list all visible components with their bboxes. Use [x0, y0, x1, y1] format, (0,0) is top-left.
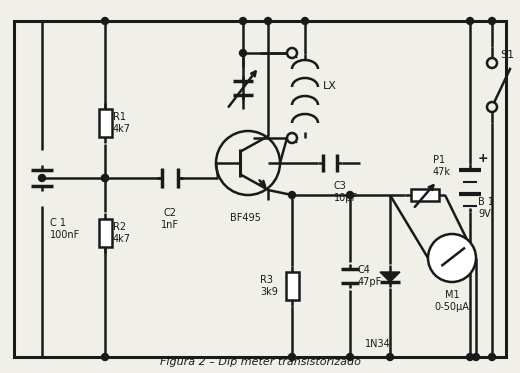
Circle shape: [289, 191, 295, 198]
Circle shape: [386, 354, 394, 360]
Text: C 1
100nF: C 1 100nF: [50, 218, 80, 239]
Text: M1
0-50μA: M1 0-50μA: [435, 290, 470, 311]
Circle shape: [346, 354, 354, 360]
Text: B 1
9V: B 1 9V: [478, 197, 494, 219]
Text: R1
4k7: R1 4k7: [113, 112, 131, 134]
Circle shape: [488, 354, 496, 360]
Polygon shape: [380, 272, 400, 282]
Text: C2
1nF: C2 1nF: [161, 208, 179, 230]
Text: BF495: BF495: [230, 213, 261, 223]
Circle shape: [287, 133, 297, 143]
Circle shape: [346, 191, 354, 198]
Circle shape: [473, 354, 479, 360]
Text: P1
47k: P1 47k: [433, 156, 451, 177]
Text: R2
4k7: R2 4k7: [113, 222, 131, 244]
Circle shape: [287, 48, 297, 58]
Circle shape: [101, 354, 109, 360]
Circle shape: [466, 354, 474, 360]
Text: 1N34: 1N34: [365, 339, 391, 349]
Circle shape: [488, 18, 496, 25]
Circle shape: [487, 58, 497, 68]
Circle shape: [240, 50, 246, 56]
Circle shape: [466, 18, 474, 25]
Circle shape: [101, 175, 109, 182]
Circle shape: [302, 18, 308, 25]
Text: C3
10pF: C3 10pF: [334, 181, 358, 203]
Text: +: +: [478, 151, 489, 164]
Bar: [411, 189, 439, 201]
Text: C4
47pF: C4 47pF: [358, 265, 382, 287]
Circle shape: [101, 175, 109, 182]
Circle shape: [428, 234, 476, 282]
Text: LX: LX: [323, 81, 337, 91]
Text: R3
3k9: R3 3k9: [260, 275, 278, 297]
Bar: [98, 219, 111, 247]
Circle shape: [240, 18, 246, 25]
Bar: [285, 272, 298, 300]
Circle shape: [289, 354, 295, 360]
Circle shape: [265, 18, 271, 25]
Text: Figura 2 – Dip meter transistorizado: Figura 2 – Dip meter transistorizado: [160, 357, 360, 367]
Circle shape: [101, 18, 109, 25]
Bar: [98, 109, 111, 137]
Circle shape: [487, 102, 497, 112]
Circle shape: [38, 175, 46, 182]
Text: S1: S1: [500, 50, 514, 60]
